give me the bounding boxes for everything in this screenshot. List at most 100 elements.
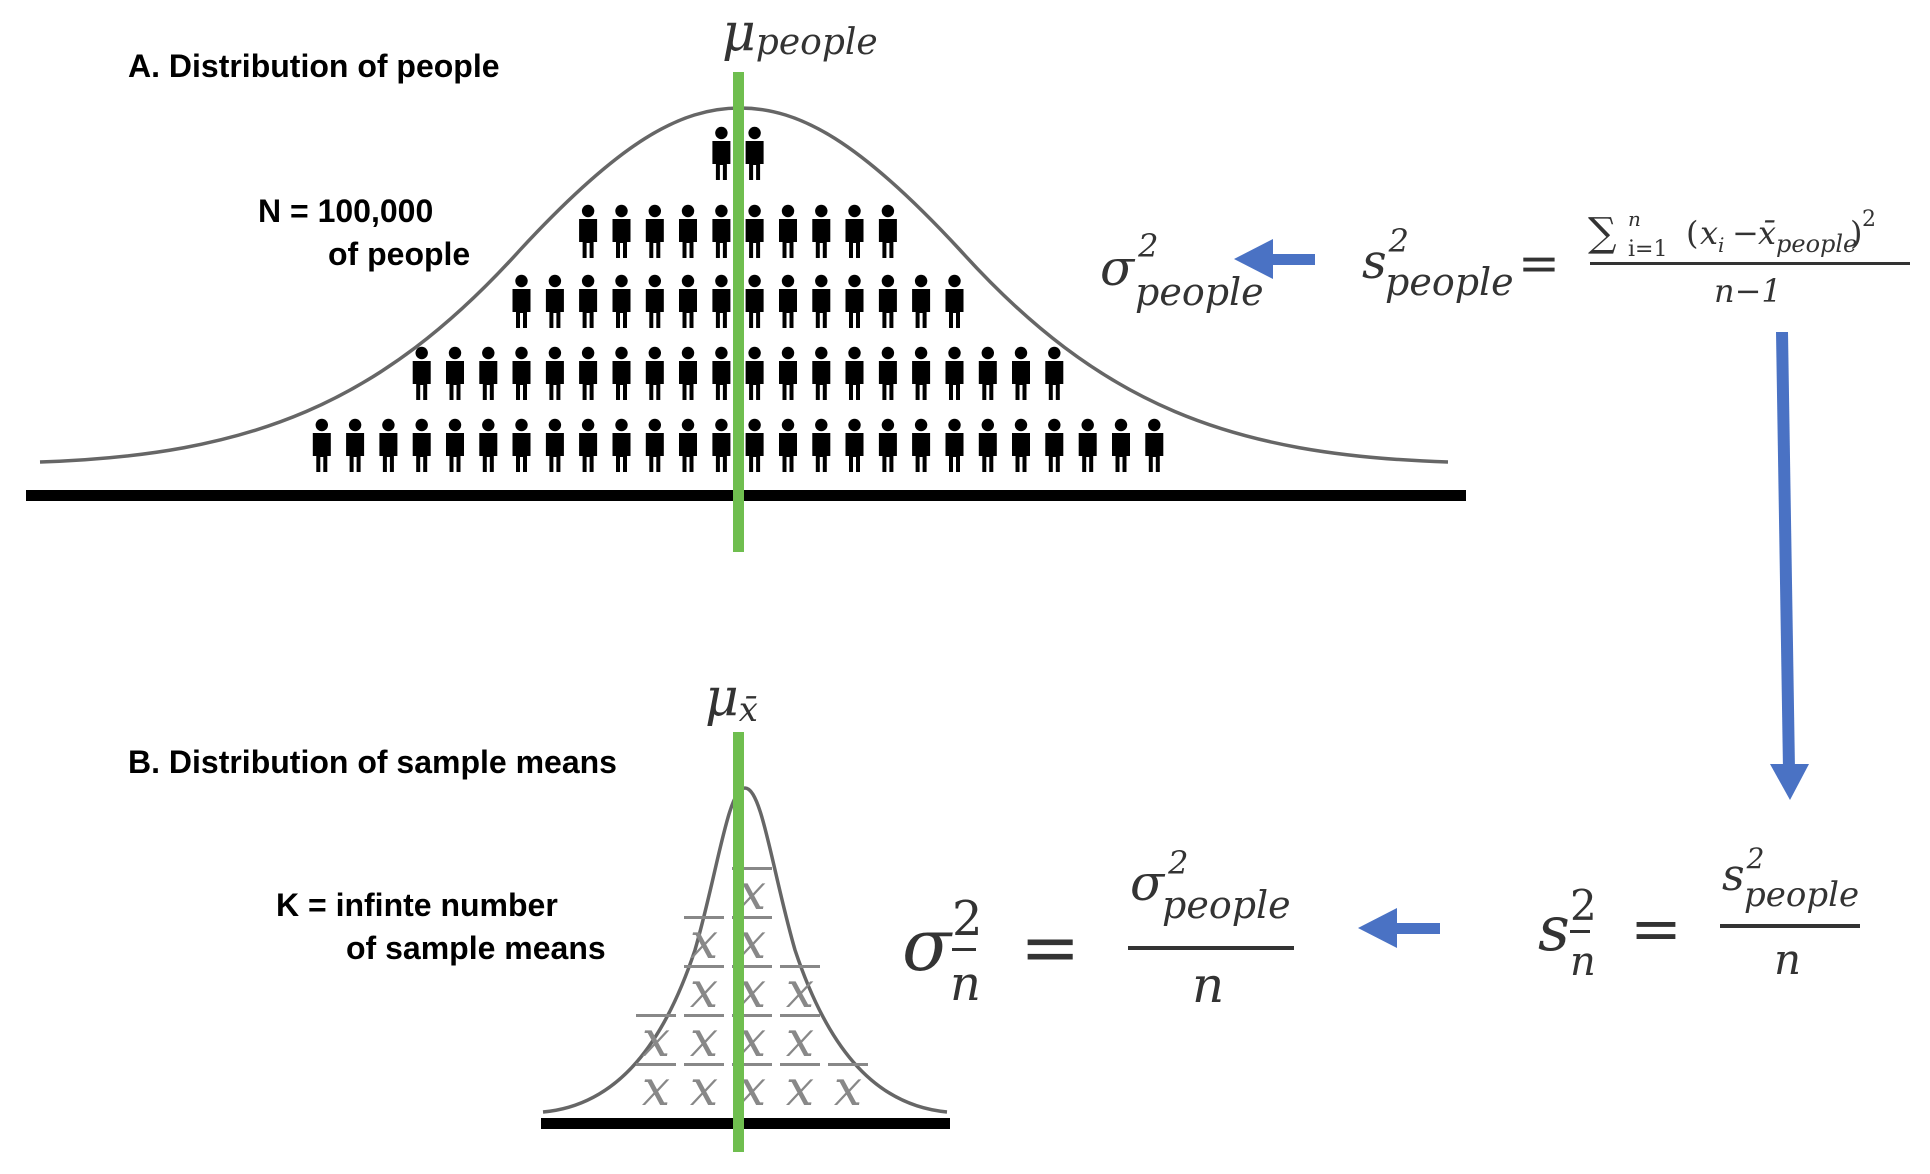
person-icon [1012,346,1030,400]
arrow-down [1770,332,1809,800]
person-icon [712,204,731,258]
person-icon [346,418,365,472]
person-icon [945,418,964,472]
person-icon [612,274,631,328]
person-icon [1012,418,1030,472]
person-icon [878,418,897,472]
person-icon [645,274,664,328]
sample-mean-glyph: x [684,1059,724,1117]
svg-text:x: x [786,1059,814,1117]
arrow-to-sigma-bottom [1358,908,1440,948]
sigma-xbar-denominator: n [1192,956,1224,1014]
person-icon [545,346,564,400]
panel-b-title: B. Distribution of sample means [128,744,617,780]
person-icon [579,204,598,258]
sample-means-distribution-curve [542,786,948,1114]
person-icon [978,346,997,400]
person-icon [579,274,598,328]
person-icon [745,346,764,400]
person-icon [446,418,464,472]
svg-text:x: x [786,1010,814,1068]
panel-a-count-line2: of people [328,236,471,272]
svg-text:∑: ∑ [1588,210,1617,256]
person-icon [878,204,897,258]
sample-mean-glyph: x [780,1010,820,1068]
person-icon [978,418,997,472]
person-icon [512,274,531,328]
svg-text:n: n [950,956,981,1012]
person-icon [512,418,531,472]
svg-text:x: x [642,1059,670,1117]
svg-text:x: x [690,1059,718,1117]
svg-text:x: x [642,1010,670,1068]
person-icon [779,418,797,472]
person-icon [712,274,731,328]
person-icon [412,346,431,400]
person-icon [712,418,731,472]
svg-text:x: x [1700,214,1718,252]
sample-mean-glyph: x [636,1010,676,1068]
svg-text:): ) [1850,214,1862,252]
person-icon [679,418,697,472]
svg-text:(: ( [1686,214,1698,252]
panel-a-count-line1: N = 100,000 [258,193,434,229]
person-icon [912,274,931,328]
person-icon [912,346,931,400]
person-icon [779,274,797,328]
person-icon [845,418,864,472]
person-icon [779,346,797,400]
svg-text:x: x [786,961,814,1019]
svg-text:s: s [1538,892,1570,965]
svg-text:2: 2 [952,891,983,947]
person-icon [679,274,697,328]
person-icon [712,126,731,180]
s-people-numerator: s2 people [1722,842,1859,915]
sample-mean-glyph: x [684,961,724,1019]
person-icon [645,204,664,258]
sigma-xbar-fraction-bar [1128,946,1294,950]
panel-b-baseline [541,1118,950,1129]
person-icon [512,346,531,400]
panel-b-mean-label: μx̄ [705,668,758,730]
person-icon [679,346,697,400]
s-xbar-denominator: n [1774,935,1801,984]
svg-text:x: x [690,1010,718,1068]
sample-mean-glyph: x [828,1059,868,1117]
svg-text:2: 2 [1570,881,1597,930]
sigma-squared-xbar: σ 2 n [902,891,983,1012]
svg-text:x̄: x̄ [1758,214,1776,252]
s-xbar-fraction-bar [1720,924,1860,928]
sample-mean-glyph: x [780,961,820,1019]
panel-a-mean-label: μpeople [722,3,878,63]
person-icon [412,418,431,472]
sample-mean-glyph: x [684,912,724,970]
person-icon [545,274,564,328]
person-icon [845,274,864,328]
s-squared-people: s2 people [1362,222,1514,304]
person-icon [479,346,498,400]
person-icon [945,346,964,400]
panel-a-title: A. Distribution of people [128,48,500,84]
person-icon [745,418,764,472]
person-icon [645,418,664,472]
person-icon [312,418,331,472]
svg-text:x: x [834,1059,862,1117]
svg-text:people: people [1776,230,1857,258]
person-icon [812,204,831,258]
person-icon [379,418,398,472]
person-icon [1078,418,1097,472]
person-icon [779,204,797,258]
equals-bottom-right: = [1630,892,1682,965]
person-icon [745,274,764,328]
panel-a-mean-line [733,72,744,552]
person-icon [1145,418,1164,472]
sample-mean-glyph: x [636,1059,676,1117]
person-icon [645,346,664,400]
variance-sum-numerator: ∑ n i=1 ( x i − x̄ people ) 2 [1588,207,1876,262]
svg-text:2: 2 [1862,207,1876,232]
person-icon [878,346,897,400]
person-icon [745,126,764,180]
person-icon [812,274,831,328]
person-icon [579,346,598,400]
